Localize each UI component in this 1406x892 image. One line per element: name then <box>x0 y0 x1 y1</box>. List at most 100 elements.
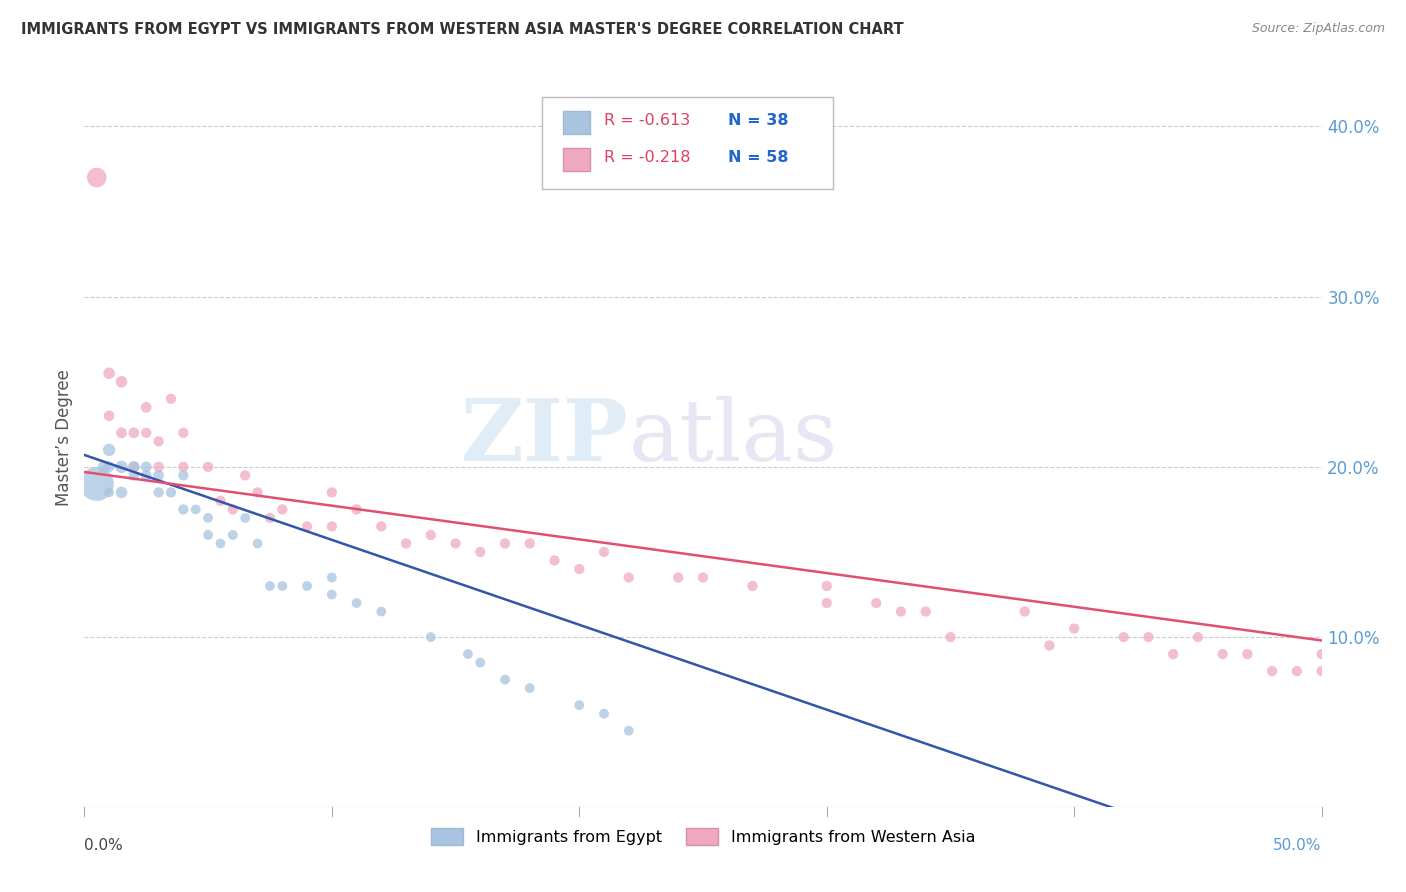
Point <box>222 528 245 542</box>
Point <box>110 425 132 440</box>
Point <box>93 459 115 474</box>
Point <box>419 528 441 542</box>
Point <box>1236 647 1258 661</box>
Point <box>110 375 132 389</box>
Point <box>1285 664 1308 678</box>
Point <box>271 502 294 516</box>
Point <box>321 587 343 601</box>
Text: N = 38: N = 38 <box>728 113 789 128</box>
Point <box>1014 605 1036 619</box>
Point <box>148 459 170 474</box>
Text: R = -0.218: R = -0.218 <box>605 151 690 165</box>
Point <box>1112 630 1135 644</box>
Point <box>148 468 170 483</box>
Point <box>1212 647 1234 661</box>
Point <box>246 485 269 500</box>
Point <box>519 681 541 695</box>
Point <box>160 485 183 500</box>
Point <box>865 596 887 610</box>
Point <box>259 511 281 525</box>
Y-axis label: Master’s Degree: Master’s Degree <box>55 368 73 506</box>
Point <box>148 434 170 449</box>
Point <box>110 459 132 474</box>
Point <box>122 468 145 483</box>
Text: R = -0.613: R = -0.613 <box>605 113 690 128</box>
Bar <box>564 112 591 134</box>
FancyBboxPatch shape <box>543 96 832 189</box>
Point <box>197 459 219 474</box>
Point <box>148 485 170 500</box>
Point <box>122 459 145 474</box>
Legend: Immigrants from Egypt, Immigrants from Western Asia: Immigrants from Egypt, Immigrants from W… <box>425 822 981 851</box>
Point <box>233 468 256 483</box>
Point <box>122 459 145 474</box>
Point <box>1063 622 1085 636</box>
Point <box>160 392 183 406</box>
Point <box>593 706 616 721</box>
Point <box>815 596 838 610</box>
Point <box>321 485 343 500</box>
Point <box>395 536 418 550</box>
Point <box>98 366 121 380</box>
Point <box>1261 664 1284 678</box>
Point <box>222 502 245 516</box>
Point <box>135 459 157 474</box>
Point <box>271 579 294 593</box>
Point <box>321 570 343 584</box>
Point <box>98 442 121 457</box>
Point <box>295 519 318 533</box>
Point <box>135 468 157 483</box>
Point <box>1161 647 1184 661</box>
Point <box>470 656 492 670</box>
Point <box>568 562 591 576</box>
Point <box>172 425 194 440</box>
Point <box>122 425 145 440</box>
Point <box>259 579 281 593</box>
Point <box>370 605 392 619</box>
Point <box>444 536 467 550</box>
Point <box>815 579 838 593</box>
Text: 0.0%: 0.0% <box>84 838 124 853</box>
Point <box>494 536 516 550</box>
Point <box>184 502 207 516</box>
Text: 50.0%: 50.0% <box>1274 838 1322 853</box>
Point <box>209 494 232 508</box>
Point <box>593 545 616 559</box>
Point <box>457 647 479 661</box>
Point <box>692 570 714 584</box>
Point <box>172 502 194 516</box>
Point <box>519 536 541 550</box>
Point <box>1038 639 1060 653</box>
Point <box>98 485 121 500</box>
Text: IMMIGRANTS FROM EGYPT VS IMMIGRANTS FROM WESTERN ASIA MASTER'S DEGREE CORRELATIO: IMMIGRANTS FROM EGYPT VS IMMIGRANTS FROM… <box>21 22 904 37</box>
Point <box>914 605 936 619</box>
Bar <box>564 148 591 170</box>
Point <box>617 570 640 584</box>
Text: ZIP: ZIP <box>461 395 628 479</box>
Point <box>346 502 368 516</box>
Point <box>246 536 269 550</box>
Point <box>86 476 108 491</box>
Point <box>1310 647 1333 661</box>
Point <box>741 579 763 593</box>
Point <box>135 425 157 440</box>
Point <box>233 511 256 525</box>
Point <box>295 579 318 593</box>
Point <box>1310 664 1333 678</box>
Point <box>98 459 121 474</box>
Point <box>1187 630 1209 644</box>
Point <box>197 528 219 542</box>
Point <box>135 401 157 415</box>
Point <box>543 553 565 567</box>
Text: Source: ZipAtlas.com: Source: ZipAtlas.com <box>1251 22 1385 36</box>
Text: atlas: atlas <box>628 395 838 479</box>
Point <box>666 570 689 584</box>
Point <box>470 545 492 559</box>
Point <box>370 519 392 533</box>
Point <box>617 723 640 738</box>
Point <box>172 468 194 483</box>
Point <box>209 536 232 550</box>
Point <box>110 485 132 500</box>
Point <box>1137 630 1160 644</box>
Point <box>419 630 441 644</box>
